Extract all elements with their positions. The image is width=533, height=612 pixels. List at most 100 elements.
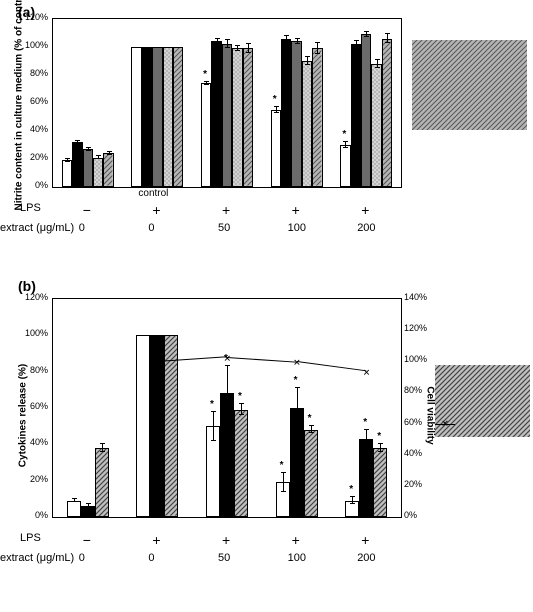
extract-value: 0 [79,222,85,234]
bar [173,47,183,187]
bar [152,47,162,187]
significance-star: * [308,413,312,424]
lps-value: + [292,202,300,218]
bar [136,335,150,517]
lps-value: − [83,532,91,548]
extract-value: 100 [288,222,306,234]
significance-star: * [203,69,207,80]
bar [281,39,291,187]
legend-item: Broomweed [412,112,527,122]
lps-value: + [361,202,369,218]
viability-line [296,361,366,371]
y-tick: 0% [22,180,48,190]
y-tick: 60% [22,96,48,106]
extract-value: 200 [357,552,375,564]
control-label: control [138,188,168,199]
panel-a-chart: * * * [52,18,402,188]
lps-value: + [361,532,369,548]
bar [291,41,301,187]
extract-label: extract (μg/mL) [0,222,74,234]
extract-value: 100 [288,552,306,564]
bar [373,448,387,517]
bar [142,47,152,187]
panel-b: (b) Cytokines release (%) Cell viability… [0,270,533,612]
y-tick: 60% [22,401,48,411]
y2-tick: 80% [404,385,422,395]
bar [382,39,392,187]
bar [304,430,318,517]
bar [371,64,381,187]
bar [164,335,178,517]
bar [340,145,350,187]
bar [222,44,232,187]
y-tick: 20% [22,474,48,484]
bar [271,110,281,187]
bar [83,149,93,187]
lps-value: + [152,202,160,218]
y-tick: 120% [22,292,48,302]
bar [361,34,371,187]
bar [72,142,82,187]
bar [131,47,141,187]
significance-star: * [363,417,367,428]
lps-label: LPS [20,202,41,214]
y-tick: 0% [22,510,48,520]
extract-value: 0 [79,552,85,564]
extract-value: 50 [218,552,230,564]
lps-value: − [83,202,91,218]
lps-value: + [292,532,300,548]
viability-line [227,357,297,363]
y-tick: 120% [22,12,48,22]
panel-b-ylabel: Cytokines release (%) [18,341,29,491]
significance-star: * [377,431,381,442]
y-tick: 100% [22,328,48,338]
bar [359,439,373,517]
y2-tick: 120% [404,323,427,333]
y-tick: 20% [22,152,48,162]
y2-tick: 0% [404,510,417,520]
bar [302,61,312,187]
lps-label: LPS [20,532,41,544]
y2-tick: 140% [404,292,427,302]
panel-b-legend: IL-6TNF-αIL-1β✕Cell viability [435,365,530,437]
bar [211,41,221,187]
y-tick: 80% [22,68,48,78]
lps-value: + [222,532,230,548]
y2-tick: 20% [404,479,422,489]
extract-value: 0 [148,552,154,564]
lps-value: + [222,202,230,218]
significance-star: * [280,460,284,471]
bar [201,83,211,187]
extract-value: 50 [218,222,230,234]
bar [312,48,322,187]
legend-item: IL-1β [435,401,530,411]
significance-star: * [294,375,298,386]
y2-tick: 40% [404,448,422,458]
y2-tick: 100% [404,354,427,364]
significance-star: * [342,129,346,140]
bar [93,158,103,187]
bar [351,44,361,187]
y2-tick: 60% [404,417,422,427]
bar [232,48,242,187]
bar [243,48,253,187]
bar [163,47,173,187]
significance-star: * [210,399,214,410]
panel-b-y2label: Cell viability [425,356,436,476]
bar [95,448,109,517]
extract-value: 0 [148,222,154,234]
y-tick: 40% [22,124,48,134]
significance-star: * [273,94,277,105]
y-tick: 80% [22,365,48,375]
significance-star: * [349,484,353,495]
bar [234,410,248,517]
lps-value: + [152,532,160,548]
bar [62,160,72,187]
extract-label: extract (μg/mL) [0,552,74,564]
panel-a: (a) Nitrite content in culture medium (%… [0,0,533,270]
bar [103,153,113,187]
bar [67,501,81,517]
y-tick: 100% [22,40,48,50]
extract-value: 200 [357,222,375,234]
significance-star: * [238,391,242,402]
